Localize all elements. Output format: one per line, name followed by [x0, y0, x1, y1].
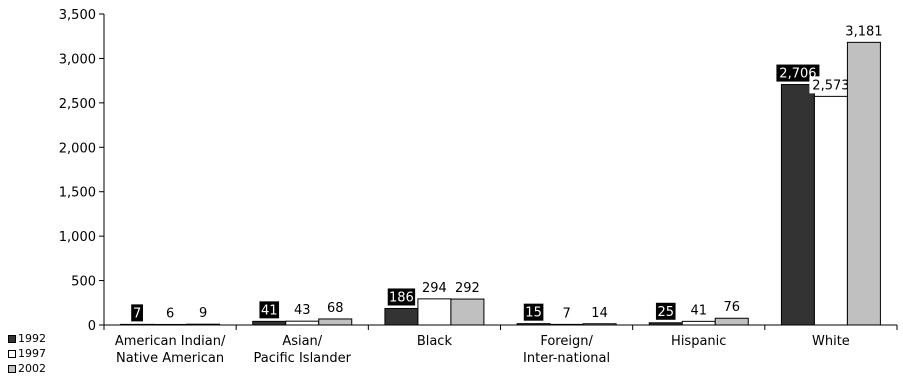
bar-1997: [813, 95, 848, 326]
data-label: 7: [133, 306, 141, 321]
bar-1997: [549, 323, 584, 326]
x-category-label: Pacific Islander: [254, 351, 352, 366]
y-tick-label: 1,500: [59, 186, 96, 201]
data-label: 3,181: [845, 24, 882, 39]
bar-1997: [285, 320, 320, 326]
legend-item-2002: 2002: [8, 361, 46, 376]
data-label-bg: [523, 303, 544, 321]
data-label-bg: [776, 64, 820, 82]
legend-swatch: [8, 334, 16, 343]
data-label: 6: [166, 306, 174, 321]
x-category-label: Foreign/: [540, 334, 593, 349]
bar-2002: [582, 323, 617, 326]
data-label: 43: [294, 303, 311, 318]
bar-2002: [450, 298, 485, 326]
y-tick-label: 0: [88, 319, 96, 334]
data-label: 25: [657, 305, 674, 320]
data-label-bg: [131, 304, 143, 322]
bar-1992: [780, 84, 815, 326]
data-label: 9: [199, 306, 207, 321]
bar-1997: [153, 323, 188, 326]
bar-2002: [714, 317, 749, 326]
x-category-label: American Indian/: [115, 334, 226, 349]
data-label: 68: [327, 301, 344, 316]
data-label: 15: [525, 306, 542, 321]
bar-1992: [648, 322, 683, 326]
legend-label: 2002: [18, 362, 46, 375]
bar-1992: [252, 320, 287, 326]
bar-1997: [417, 298, 452, 326]
bar-2002: [186, 323, 221, 326]
legend-item-1992: 1992: [8, 331, 46, 346]
data-label: 2,573: [812, 78, 849, 93]
bar-1992: [384, 307, 419, 326]
legend-label: 1992: [18, 332, 46, 345]
bar-1992: [516, 323, 551, 326]
x-category-label: White: [812, 334, 850, 349]
y-tick-label: 3,000: [59, 52, 96, 67]
legend-swatch: [8, 364, 16, 373]
y-tick-label: 3,500: [59, 8, 96, 23]
bar-1997: [681, 320, 716, 326]
data-label-bg: [387, 288, 416, 306]
data-label: 292: [455, 281, 480, 296]
data-label: 76: [723, 300, 740, 315]
data-label: 41: [690, 303, 707, 318]
x-category-label: Black: [417, 334, 453, 349]
data-label: 186: [389, 290, 414, 305]
data-label-bg: [259, 301, 280, 319]
x-category-label: Hispanic: [671, 334, 726, 349]
x-category-label: Inter-national: [523, 351, 610, 366]
legend-label: 1997: [18, 347, 46, 360]
x-category-label: Native American: [116, 351, 224, 366]
data-label: 41: [261, 303, 278, 318]
y-tick-label: 500: [71, 275, 96, 290]
x-category-label: Asian/: [282, 334, 322, 349]
bar-2002: [846, 41, 881, 326]
data-label: 7: [562, 306, 570, 321]
bar-1992: [120, 323, 155, 326]
data-label-bg: [809, 76, 853, 94]
legend-item-1997: 1997: [8, 346, 46, 361]
data-label: 2,706: [779, 67, 816, 82]
y-tick-label: 2,500: [59, 97, 96, 112]
y-tick-label: 2,000: [59, 141, 96, 156]
data-label-bg: [655, 302, 676, 320]
legend-swatch: [8, 349, 16, 358]
legend: 1992 1997 2002: [8, 331, 46, 376]
data-label: 294: [422, 281, 447, 296]
bar-2002: [318, 318, 353, 326]
data-label: 14: [591, 306, 608, 321]
y-tick-label: 1,000: [59, 230, 96, 245]
